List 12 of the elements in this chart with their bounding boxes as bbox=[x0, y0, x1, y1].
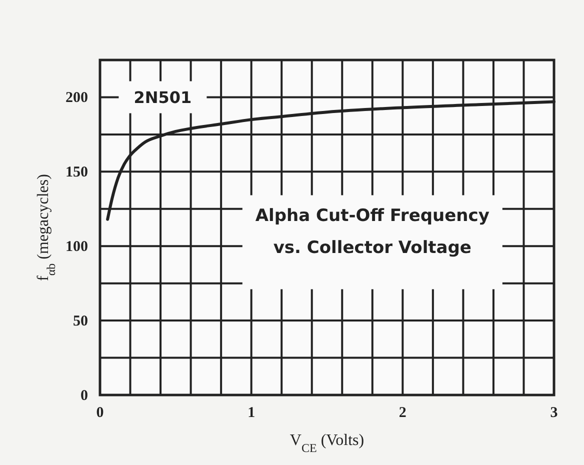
y-tick-label: 0 bbox=[80, 388, 88, 404]
x-axis-title: V$_{CE}$ (Volts) bbox=[290, 432, 364, 455]
y-tick-label: 200 bbox=[66, 90, 88, 106]
y-tick-label: 150 bbox=[66, 164, 88, 181]
series-label: 2N501 bbox=[134, 88, 192, 108]
text: Alpha Cut-Off Frequency vs. Collector Voltage bbox=[255, 206, 490, 258]
x-tick-label: 0 bbox=[96, 405, 104, 421]
x-tick-label: 2 bbox=[398, 405, 406, 421]
y-tick-label: 50 bbox=[73, 314, 88, 330]
x-tick-label: 3 bbox=[550, 405, 558, 421]
x-tick-label: 1 bbox=[248, 405, 256, 421]
y-tick-label: 100 bbox=[66, 239, 88, 256]
